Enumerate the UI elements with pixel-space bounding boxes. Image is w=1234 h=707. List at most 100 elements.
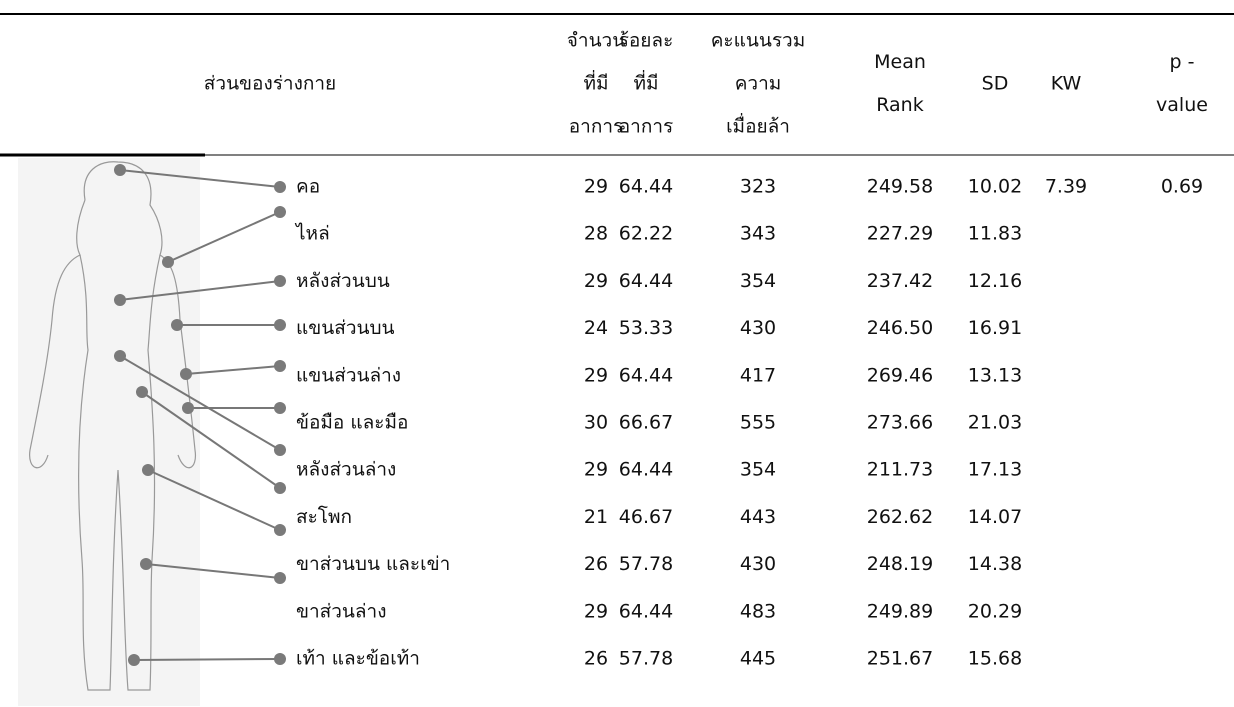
data-cell: 445 — [740, 648, 776, 670]
data-cell: 483 — [740, 600, 776, 622]
body-point — [162, 256, 174, 268]
data-cell: 248.19 — [867, 553, 933, 575]
data-cell: 16.91 — [968, 317, 1022, 339]
data-cell: 14.07 — [968, 506, 1022, 528]
data-cell: 20.29 — [968, 600, 1022, 622]
data-cell: 251.67 — [867, 648, 933, 670]
label-dot — [274, 275, 286, 287]
data-cell: 11.83 — [968, 223, 1022, 245]
data-cell: 30 — [584, 412, 608, 434]
data-cell: 17.13 — [968, 459, 1022, 481]
data-cell: 64.44 — [619, 176, 673, 198]
body-part-label: แขนส่วนล่าง — [296, 364, 401, 386]
data-cell: 64.44 — [619, 600, 673, 622]
figure-background — [18, 158, 200, 706]
table-figure: ส่วนของร่างกายจำนวนที่มีอาการร้อยละที่มี… — [0, 0, 1234, 707]
data-cell: 26 — [584, 648, 608, 670]
header-cell: ที่มี — [633, 70, 658, 95]
label-dot — [274, 444, 286, 456]
body-part-label: แขนส่วนบน — [296, 317, 395, 339]
data-cell: 0.69 — [1161, 176, 1203, 198]
label-dot — [274, 181, 286, 193]
data-cell: 211.73 — [867, 459, 933, 481]
data-cell: 57.78 — [619, 553, 673, 575]
label-dot — [274, 482, 286, 494]
data-cell: 555 — [740, 412, 776, 434]
data-cell: 53.33 — [619, 317, 673, 339]
body-point — [128, 654, 140, 666]
data-cell: 246.50 — [867, 317, 933, 339]
data-cell: 46.67 — [619, 506, 673, 528]
body-point — [114, 164, 126, 176]
header-cell: เมื่อยล้า — [726, 113, 790, 138]
header-cell: Rank — [876, 94, 923, 116]
data-cell: 417 — [740, 364, 776, 386]
body-part-label: ขาส่วนบน และเข่า — [296, 553, 450, 575]
data-cell: 64.44 — [619, 459, 673, 481]
body-part-label: ข้อมือ และมือ — [296, 412, 408, 434]
body-point — [114, 350, 126, 362]
body-part-label: หลังส่วนล่าง — [296, 459, 396, 481]
header-cell: คะแนนรวม — [711, 30, 806, 52]
data-cell: 66.67 — [619, 412, 673, 434]
data-cell: 354 — [740, 270, 776, 292]
leader-line — [134, 659, 280, 660]
header-cell: อาการ — [619, 116, 673, 138]
data-cell: 237.42 — [867, 270, 933, 292]
data-cell: 10.02 — [968, 176, 1022, 198]
data-cell: 64.44 — [619, 270, 673, 292]
data-cell: 227.29 — [867, 223, 933, 245]
body-part-label: ขาส่วนล่าง — [296, 600, 387, 622]
header-cell: SD — [982, 73, 1009, 95]
data-cell: 15.68 — [968, 648, 1022, 670]
data-cell: 443 — [740, 506, 776, 528]
data-cell: 24 — [584, 317, 608, 339]
label-dot — [274, 360, 286, 372]
data-cell: 21.03 — [968, 412, 1022, 434]
data-cell: 29 — [584, 364, 608, 386]
data-cell: 323 — [740, 176, 776, 198]
label-dot — [274, 319, 286, 331]
data-cell: 29 — [584, 176, 608, 198]
data-cell: 273.66 — [867, 412, 933, 434]
data-cell: 62.22 — [619, 223, 673, 245]
body-point — [171, 319, 183, 331]
data-cell: 29 — [584, 459, 608, 481]
body-part-label: เท้า และข้อเท้า — [296, 648, 420, 670]
data-cell: 29 — [584, 600, 608, 622]
label-dot — [274, 206, 286, 218]
body-part-label: ไหล่ — [294, 223, 330, 245]
data-cell: 7.39 — [1045, 176, 1087, 198]
data-cell: 12.16 — [968, 270, 1022, 292]
data-cell: 29 — [584, 270, 608, 292]
data-cell: 64.44 — [619, 364, 673, 386]
header-cell: value — [1156, 94, 1208, 116]
header-cell: อาการ — [569, 116, 623, 138]
data-cell: 14.38 — [968, 553, 1022, 575]
data-cell: 354 — [740, 459, 776, 481]
label-dot — [274, 524, 286, 536]
data-cell: 13.13 — [968, 364, 1022, 386]
data-cell: 249.58 — [867, 176, 933, 198]
page: ส่วนของร่างกายจำนวนที่มีอาการร้อยละที่มี… — [0, 0, 1234, 707]
header-cell: p - — [1170, 51, 1195, 73]
data-cell: 430 — [740, 317, 776, 339]
header-cell: Mean — [874, 51, 926, 73]
label-dot — [274, 402, 286, 414]
data-cell: 269.46 — [867, 364, 933, 386]
data-cell: 21 — [584, 506, 608, 528]
header-cell: ความ — [735, 73, 782, 95]
header-cell: ส่วนของร่างกาย — [204, 73, 336, 95]
data-cell: 343 — [740, 223, 776, 245]
header-cell: KW — [1051, 73, 1082, 95]
data-cell: 28 — [584, 223, 608, 245]
header-cell: จำนวน — [567, 30, 625, 52]
data-cell: 57.78 — [619, 648, 673, 670]
body-point — [140, 558, 152, 570]
label-dot — [274, 572, 286, 584]
data-cell: 262.62 — [867, 506, 933, 528]
body-point — [180, 368, 192, 380]
header-cell: ที่มี — [583, 70, 608, 95]
body-part-label: คอ — [296, 176, 320, 198]
body-point — [136, 386, 148, 398]
